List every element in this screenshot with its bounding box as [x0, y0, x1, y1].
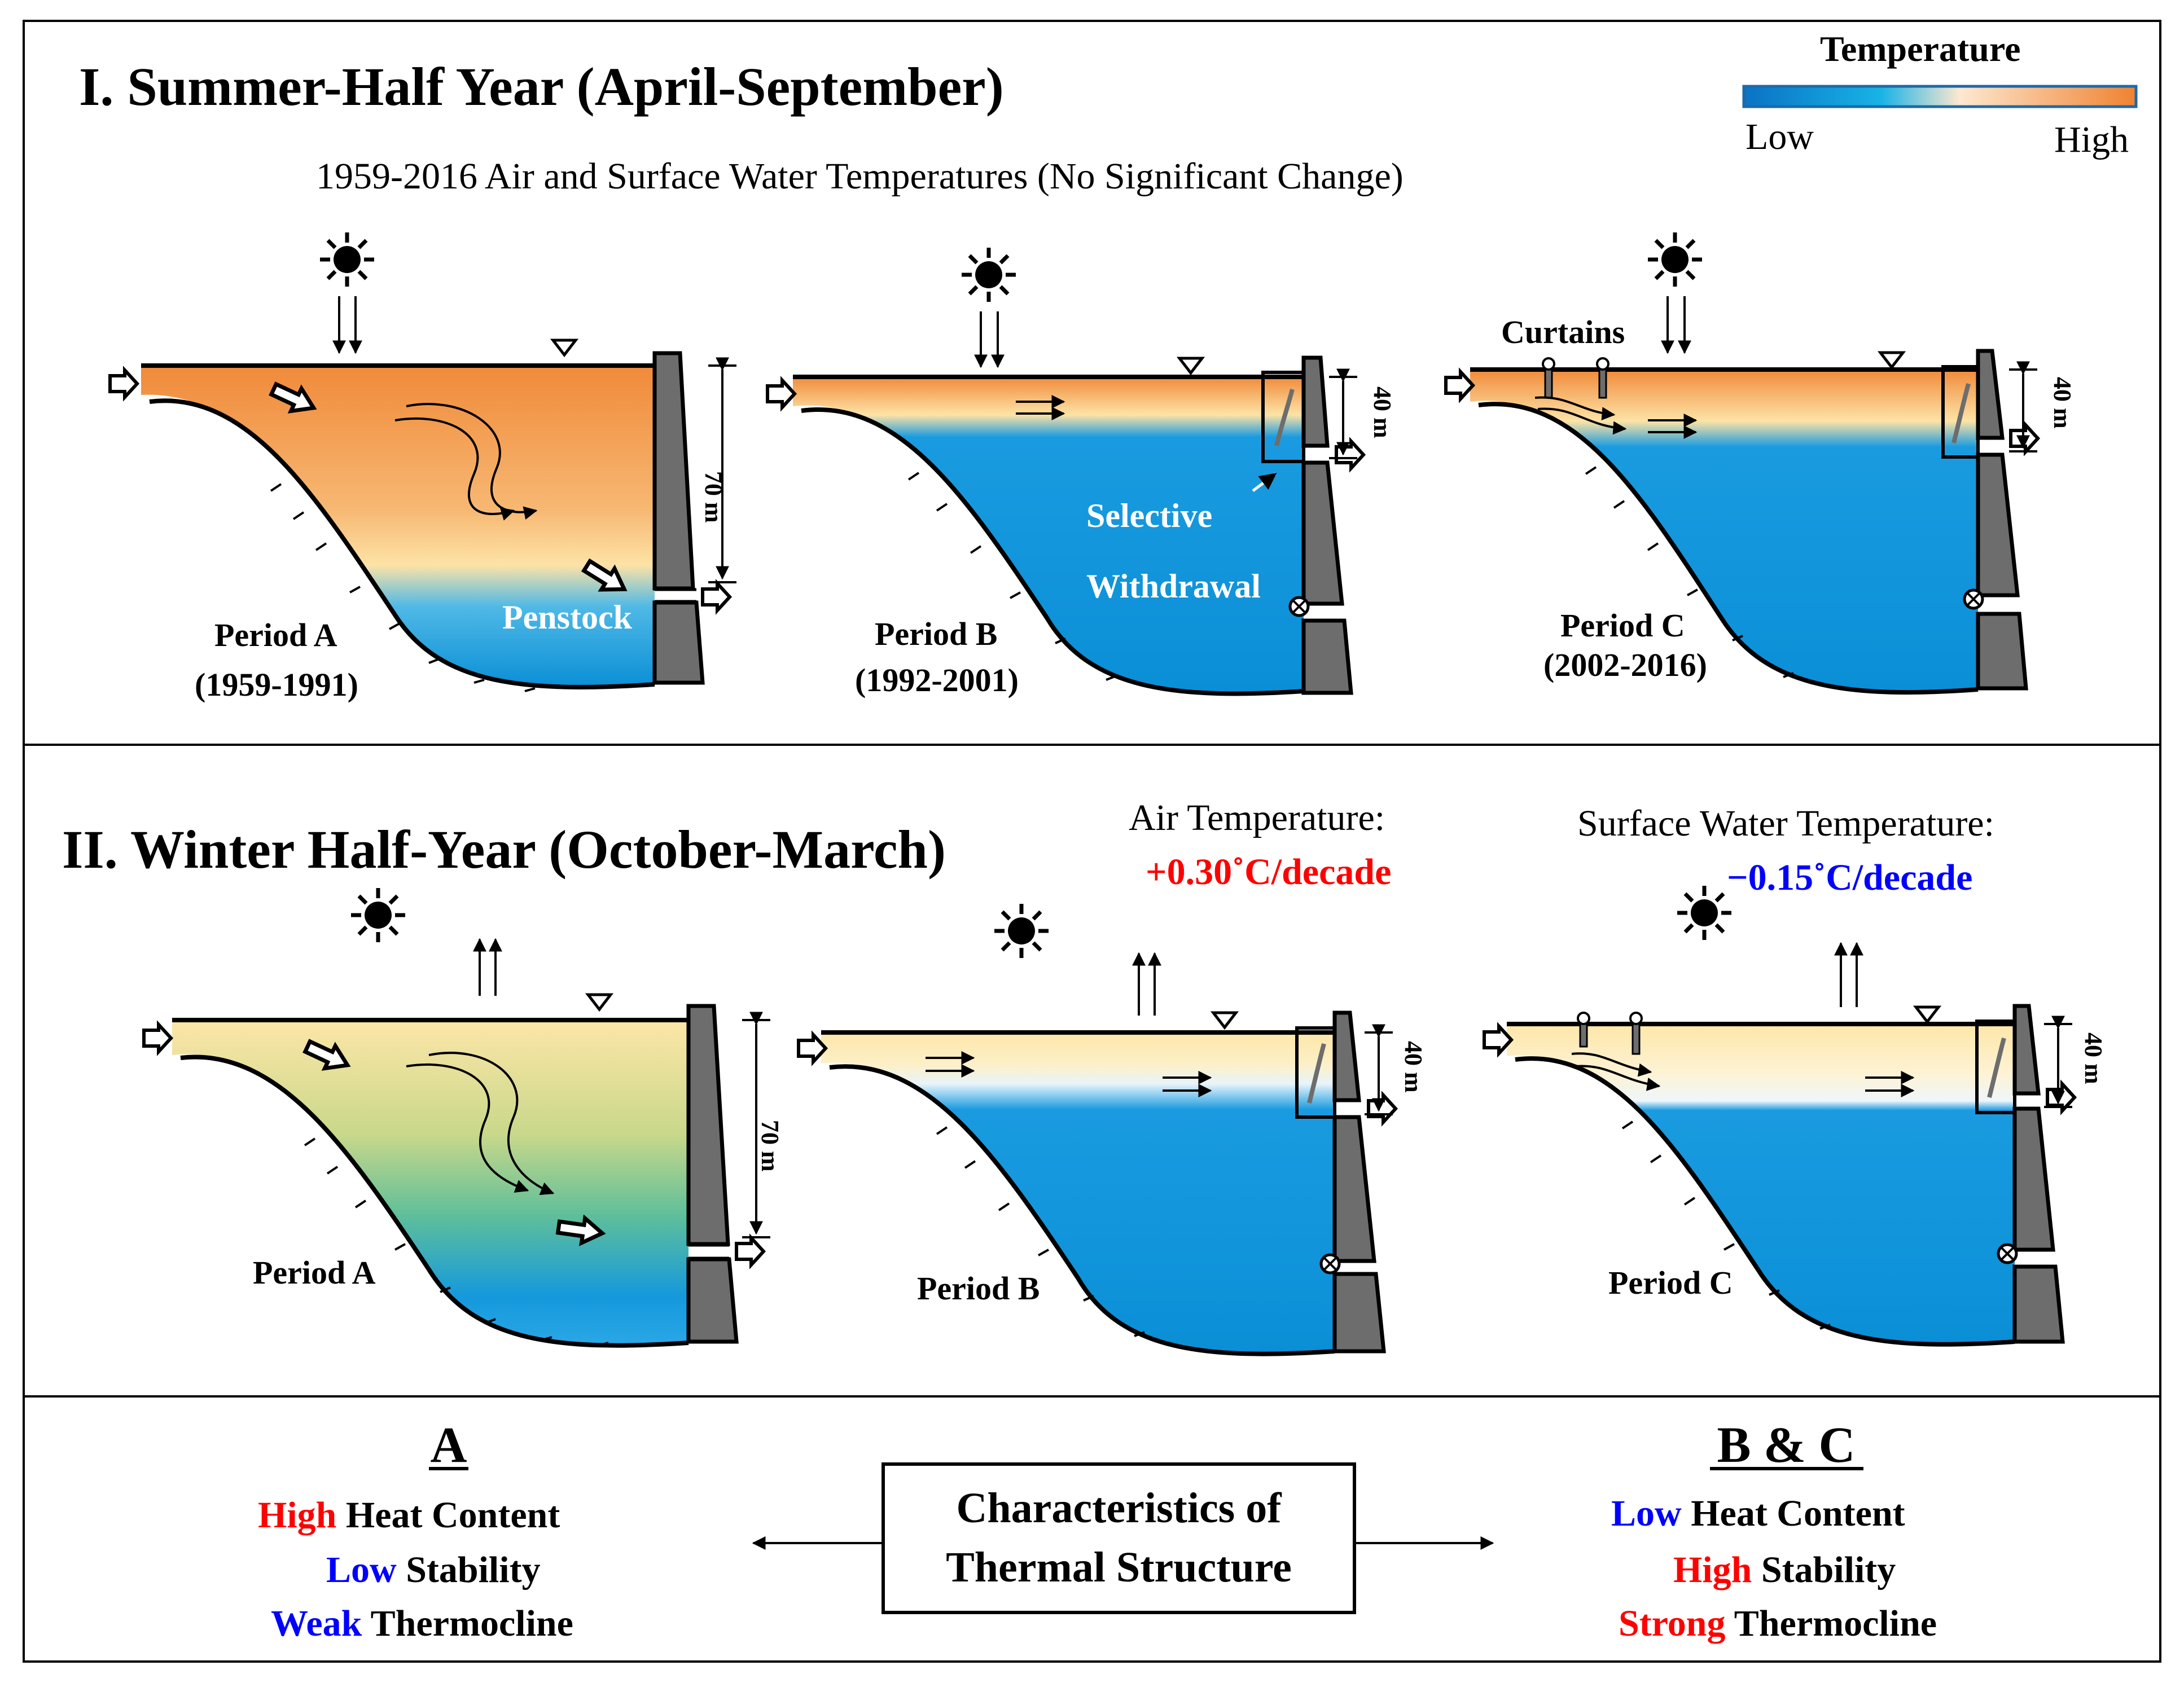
bc-line-1-rest: Heat Content — [1681, 1493, 1905, 1534]
a-line-3-key: Weak — [271, 1603, 362, 1644]
a-line-2: Low Stability — [326, 1549, 541, 1592]
legend-bar — [1742, 85, 2138, 108]
summer-a-depth: 70 m — [700, 471, 727, 523]
bc-line-1-key: Low — [1611, 1493, 1682, 1534]
legend-high: High — [2054, 119, 2129, 160]
winter-period-b-label: Period B — [917, 1270, 1040, 1307]
summer-title: I. Summer-Half Year (April-September) — [79, 56, 1004, 117]
summer-period-c-reservoir — [1446, 232, 2038, 695]
winter-title: II. Winter Half-Year (October-March) — [62, 819, 946, 880]
summer-c-depth: 40 m — [2049, 377, 2076, 429]
a-line-3: Weak Thermocline — [271, 1602, 573, 1645]
bc-line-3: Strong Thermocline — [1619, 1602, 1937, 1645]
winter-period-b-reservoir — [799, 904, 1396, 1356]
winter-b-depth: 40 m — [1400, 1041, 1427, 1093]
summer-period-a-reservoir — [110, 232, 736, 692]
curtain-3 — [1577, 1012, 1590, 1048]
water-temp-label: Surface Water Temperature: — [1577, 803, 1994, 844]
curtains-label: Curtains — [1501, 314, 1625, 350]
summer-period-b-label: Period B — [875, 616, 998, 652]
penstock-label: Penstock — [502, 599, 632, 636]
selective-label: Selective — [1086, 497, 1213, 534]
bc-heading: B & C — [1717, 1417, 1856, 1473]
winter-period-c-reservoir — [1484, 886, 2075, 1347]
bc-line-3-key: Strong — [1619, 1603, 1726, 1644]
winter-period-a-label: Period A — [253, 1254, 376, 1291]
box-line-2: Thermal Structure — [946, 1544, 1292, 1591]
bc-line-1: Low Heat Content — [1611, 1492, 1905, 1535]
air-temp-label: Air Temperature: — [1129, 797, 1385, 838]
bc-line-2: High Stability — [1673, 1549, 1896, 1592]
a-line-2-key: Low — [326, 1549, 397, 1590]
winter-a-depth: 70 m — [756, 1120, 784, 1172]
water-temp-value: −0.15˚C/decade — [1727, 857, 1973, 898]
summer-subtitle: 1959-2016 Air and Surface Water Temperat… — [316, 156, 1404, 197]
legend-title: Temperature — [1820, 29, 2021, 69]
a-heading: A — [430, 1417, 467, 1473]
outer-frame — [23, 20, 2161, 1663]
air-temp-value: +0.30˚C/decade — [1146, 851, 1392, 893]
a-line-1-rest: Heat Content — [336, 1495, 560, 1536]
curtain-1 — [1542, 357, 1555, 399]
summer-period-a-years: (1959-1991) — [195, 666, 358, 703]
summer-period-b-reservoir — [768, 248, 1363, 696]
summer-period-c-label: Period C — [1560, 607, 1685, 644]
winter-period-a-reservoir — [144, 888, 770, 1348]
bc-line-2-rest: Stability — [1752, 1549, 1896, 1590]
divider-2 — [23, 1395, 2161, 1398]
a-line-1: High Heat Content — [258, 1494, 560, 1537]
summer-b-depth: 40 m — [1369, 386, 1396, 438]
curtain-2 — [1596, 357, 1610, 399]
a-line-2-rest: Stability — [396, 1549, 541, 1590]
winter-c-depth: 40 m — [2080, 1032, 2107, 1084]
curtain-4 — [1629, 1012, 1643, 1055]
divider-1 — [23, 744, 2161, 746]
a-line-1-key: High — [258, 1495, 337, 1536]
summer-period-b-years: (1992-2001) — [855, 662, 1019, 698]
legend-low: Low — [1746, 116, 1814, 157]
summer-period-a-label: Period A — [214, 617, 337, 653]
a-line-3-rest: Thermocline — [362, 1603, 573, 1644]
summer-period-c-years: (2002-2016) — [1543, 647, 1707, 683]
bc-line-2-key: High — [1673, 1549, 1752, 1590]
winter-period-c-label: Period C — [1608, 1264, 1733, 1301]
bc-line-3-rest: Thermocline — [1725, 1603, 1937, 1644]
box-line-1: Characteristics of — [956, 1484, 1282, 1532]
characteristics-box — [882, 1462, 1356, 1614]
withdrawal-label: Withdrawal — [1086, 568, 1261, 605]
